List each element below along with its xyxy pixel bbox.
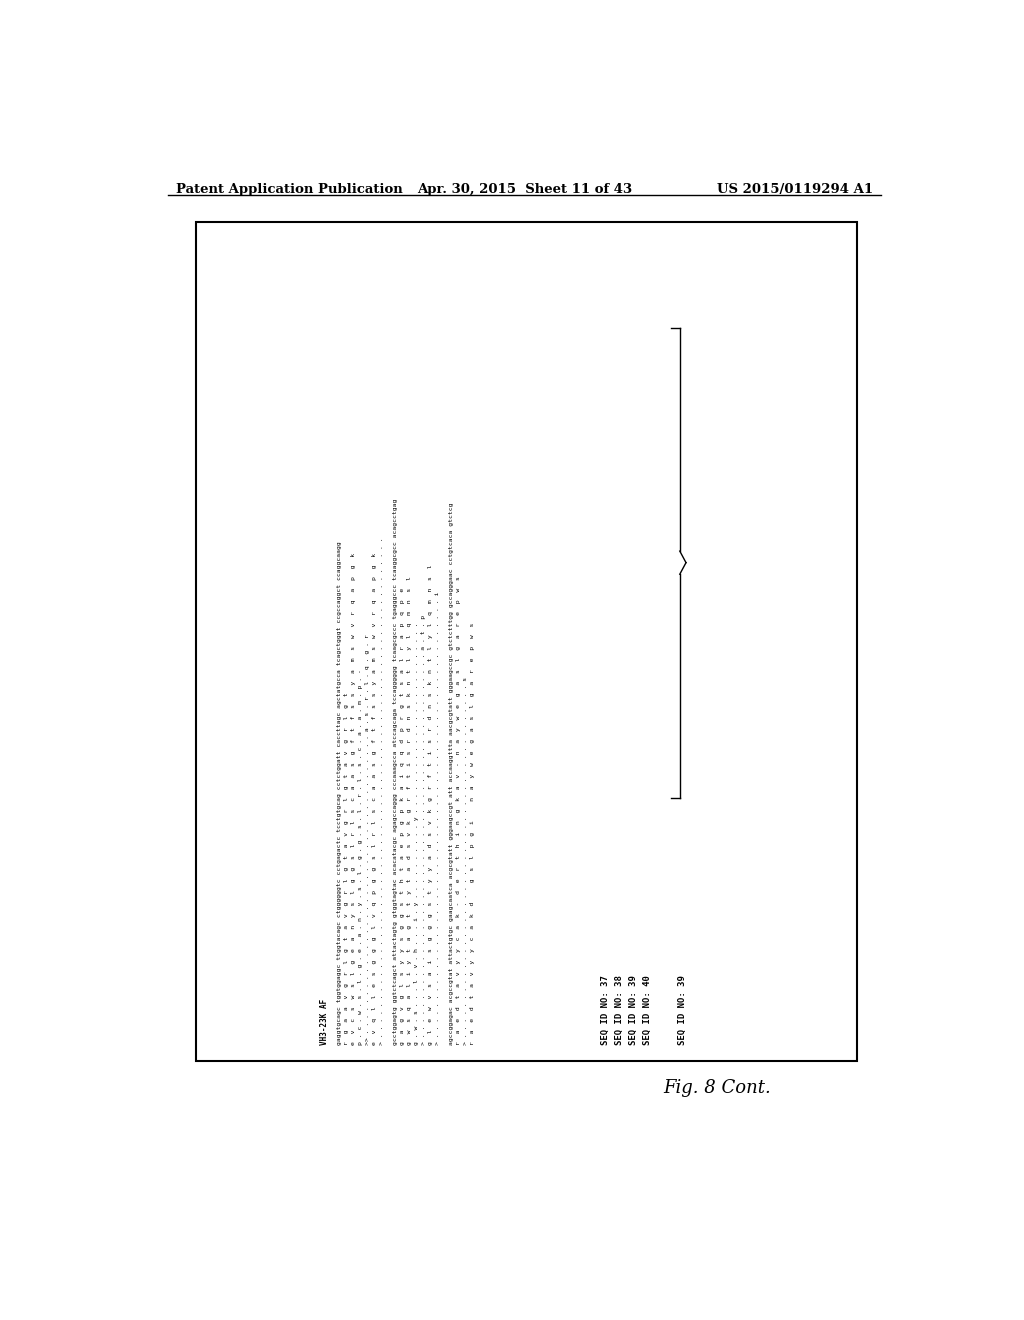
Text: > . . . . . . . . . . . . . . . . . . . . . . . . . . . . . . . . . . . . . . . : > . . . . . . . . . . . . . . . . . . . … [379,537,384,1045]
Bar [197,222,856,1061]
Text: > . . . . . . . . . . . . . . . . . . . . . . . . . . . . . . . . . . . . . . . : > . . . . . . . . . . . . . . . . . . . … [421,615,426,1045]
Text: e  v  c  s  w  s  l  g  e  a  n  y  s  l  g  g  s  l  r  l  s  c  a  a  s  g  f : e v c s w s l g e a n y s l g g s l r l … [351,553,356,1045]
Text: p . c . w . s . l . g . e . a . n . y . s . l . g . g . s . l . r . l . s . c . : p . c . w . s . l . g . e . a . n . y . … [358,669,364,1045]
Text: SEQ ID NO: 40: SEQ ID NO: 40 [643,975,651,1045]
Text: Fig. 8 Cont.: Fig. 8 Cont. [664,1078,771,1097]
Text: > . . . . . . . . . . . . . . . . . . . . . . . . . . . . . . . . . . . . . . . : > . . . . . . . . . . . . . . . . . . . … [435,593,440,1045]
Text: g  l  e  w  v  s  a  i  s  g  g  g  s  t  y  y  a  d  s  v  k  g  r  f  t  i  s : g l e w v s a i s g g g s t y y a d s v … [428,565,433,1045]
Text: SEQ ID NO: 39: SEQ ID NO: 39 [678,975,686,1045]
Text: >> . . . . . . . . . . . . . . . . . . . . . . . . . . . . . . . . . . . . . . .: >> . . . . . . . . . . . . . . . . . . .… [366,635,370,1045]
Text: Apr. 30, 2015  Sheet 11 of 43: Apr. 30, 2015 Sheet 11 of 43 [417,183,633,197]
Text: gaggtgcagc tggtggaggc ttggtacagc ctggggggtc cctgagactc tcctgtgcag cctctggatt cac: gaggtgcagc tggtggaggc ttggtacagc ctggggg… [337,541,342,1045]
Text: > . . . . . . . . . . . . . . . . . . . . . . . . . . . . . . . . . . . . . . . : > . . . . . . . . . . . . . . . . . . . … [463,677,468,1045]
Text: g  w  s  q  a  l  i  y  t  a  g  t  t  y  t  a  d  s  v  k  g  r  f  t  i  s  r : g w s q a l i y t a g t t y t a d s v k … [407,577,412,1045]
Text: r  g  a  a  v  g  r  l  g  t  a  v  g  r  l  g  t  a  v  g  r  l  g  t  a  v  g : r g a a v g r l g t a v g r l g t a v g … [344,693,349,1045]
Text: e  v  q  l  l  e  s  g  g  g  l  v  q  p  g  g  s  l  r  l  s  c  a  a  s  g  f : e v q l l e s g g g l v q p g g s l r l … [372,553,377,1045]
Text: VH3-23K AF: VH3-23K AF [321,999,329,1045]
Text: r  a  e  d  t  a  v  y  y  c  a  k  d     g  s  l  p  g  i     n  a  y  w  e  g : r a e d t a v y y c a k d g s l p g i n … [470,623,475,1045]
Text: agccggagac acgccgtat attactgtgc gaagcaatca acgcgtatt gggaagccgt att accaaggttta : agccggagac acgccgtat attactgtgc gaagcaat… [449,503,454,1045]
Text: gcctggagtg ggtctcagct attactagtg gtggtagtac acacatacgc agagccaggg cccaaagcca atc: gcctggagtg ggtctcagct attactagtg gtggtag… [393,499,398,1045]
Text: SEQ ID NO: 38: SEQ ID NO: 38 [614,975,624,1045]
Text: g  a  g  v  g  l  s  y  y  s  g  g  s  t  h  t  a  e  p  g  p  k  a  i  q  q  d : g a g v g l s y y s g g s t h t a e p g … [400,589,406,1045]
Text: SEQ ID NO: 39: SEQ ID NO: 39 [629,975,638,1045]
Text: SEQ ID NO: 37: SEQ ID NO: 37 [601,975,609,1045]
Text: g . w . s . . . l . v . h . . . i . y . . . . . . . . . . y . . . . . . . . . . : g . w . s . . . l . v . h . . . i . y . … [414,623,419,1045]
Text: r  a  e  d  t  a  v  y  y  c  a  k  -  d  e  r  t  h  i  n  g  k  a  v  -  n  a : r a e d t a v y y c a k - d e r t h i n … [456,577,461,1045]
Text: US 2015/0119294 A1: US 2015/0119294 A1 [718,183,873,197]
Text: Patent Application Publication: Patent Application Publication [176,183,402,197]
